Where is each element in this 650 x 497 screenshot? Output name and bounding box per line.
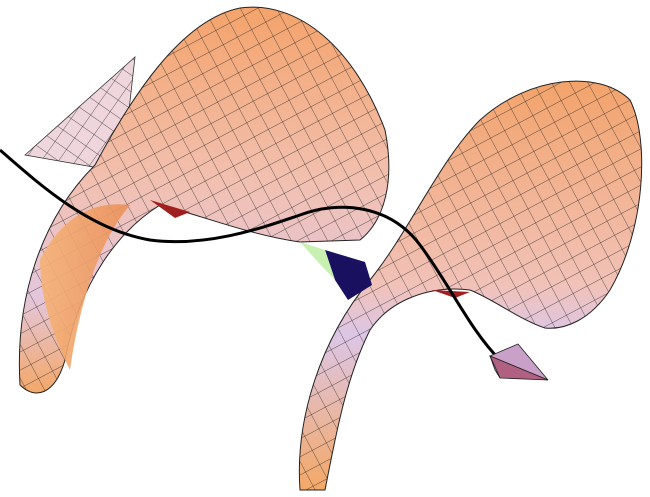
arrowhead-icon [488,343,549,381]
left-surface [18,6,390,394]
space-curve [0,148,502,362]
right-surface [298,80,643,491]
center-dark-region [300,242,372,300]
